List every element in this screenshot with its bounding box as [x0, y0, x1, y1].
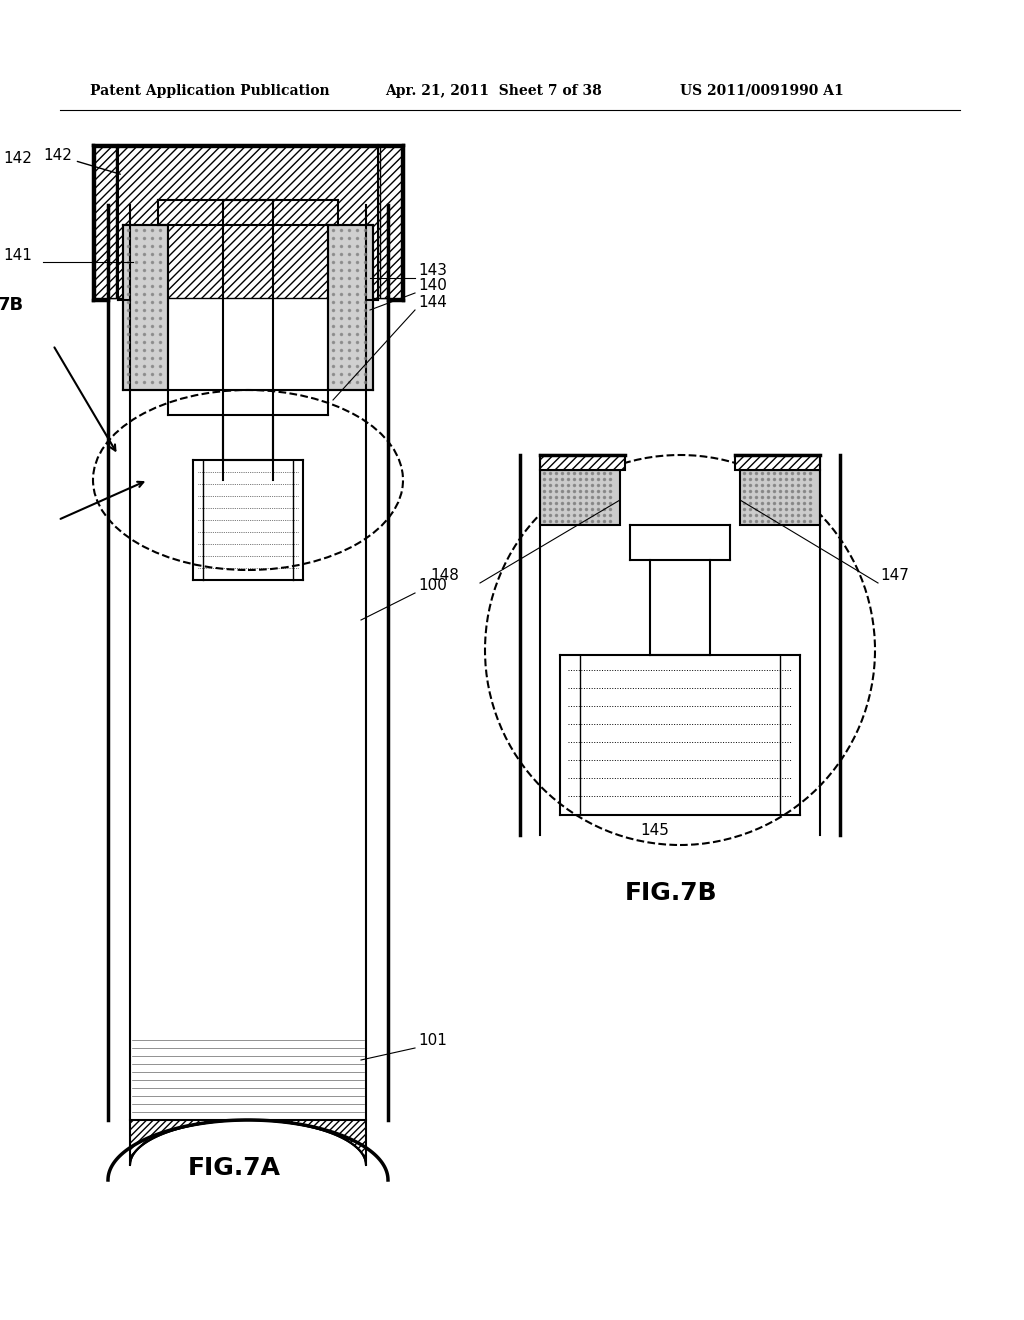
Text: US 2011/0091990 A1: US 2011/0091990 A1	[680, 84, 844, 98]
Polygon shape	[735, 455, 820, 470]
Text: Patent Application Publication: Patent Application Publication	[90, 84, 330, 98]
Bar	[740, 470, 820, 525]
Text: 142: 142	[3, 150, 32, 166]
Text: 140: 140	[418, 279, 446, 293]
Text: 7B: 7B	[0, 296, 25, 314]
Text: 148: 148	[430, 568, 459, 583]
Text: 147: 147	[880, 568, 909, 583]
Text: 141: 141	[3, 248, 32, 263]
Bar	[123, 224, 168, 389]
Text: 142: 142	[43, 148, 121, 174]
Bar	[328, 224, 373, 389]
Text: 143: 143	[418, 263, 447, 279]
Polygon shape	[95, 147, 116, 298]
Polygon shape	[380, 147, 401, 298]
Polygon shape	[95, 147, 401, 298]
Text: Apr. 21, 2011  Sheet 7 of 38: Apr. 21, 2011 Sheet 7 of 38	[385, 84, 602, 98]
Text: FIG.7B: FIG.7B	[625, 880, 718, 906]
Polygon shape	[540, 455, 625, 470]
Bar	[540, 470, 620, 525]
Text: FIG.7A: FIG.7A	[188, 1156, 281, 1180]
Text: 144: 144	[418, 294, 446, 310]
Circle shape	[485, 455, 874, 845]
Text: 145: 145	[640, 822, 669, 838]
Text: 101: 101	[418, 1034, 446, 1048]
Polygon shape	[130, 1119, 366, 1166]
Text: 100: 100	[418, 578, 446, 593]
